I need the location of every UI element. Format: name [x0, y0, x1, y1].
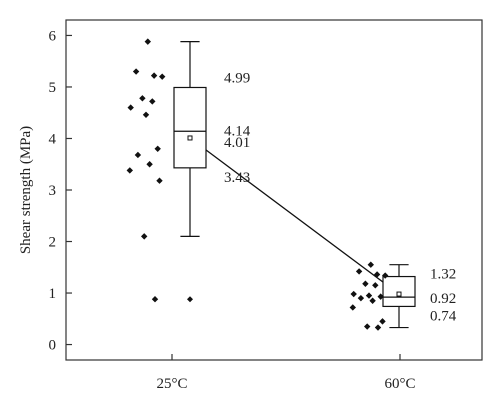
data-point — [365, 292, 373, 299]
plot-frame — [65, 19, 483, 361]
box-value-label: 4.14 — [224, 123, 251, 139]
data-point — [150, 72, 158, 79]
box-group — [382, 264, 416, 329]
box-iqr — [173, 86, 207, 169]
y-tick-label: 5 — [49, 80, 57, 96]
data-point — [369, 297, 376, 304]
data-point — [355, 268, 363, 275]
data-point — [139, 95, 146, 102]
points-layer — [126, 38, 389, 331]
data-point — [132, 68, 140, 75]
outlier-point — [187, 296, 193, 303]
mean-marker — [187, 135, 193, 141]
box-labels-layer: 4.99 4.144.01 3.43 1.32 0.920.74 — [224, 70, 457, 324]
data-point — [364, 323, 371, 330]
data-point — [357, 294, 365, 302]
y-axis: 0 1 2 3 4 5 6 — [49, 28, 72, 354]
data-point — [151, 296, 159, 303]
box-value-label: 0.92 — [430, 291, 456, 307]
data-point — [154, 145, 161, 152]
data-point — [373, 271, 381, 278]
x-category-label: 60°C — [384, 376, 415, 392]
data-point — [377, 293, 384, 300]
box-value-label: 1.32 — [430, 267, 456, 283]
data-point — [350, 290, 357, 298]
y-tick-label: 6 — [49, 28, 57, 44]
data-point — [149, 98, 156, 105]
boxes-layer — [173, 41, 416, 329]
data-point — [367, 261, 374, 268]
y-tick-label: 3 — [49, 183, 57, 199]
data-point — [156, 177, 163, 184]
data-point — [372, 282, 379, 289]
mean-marker — [396, 291, 402, 297]
y-tick-label: 0 — [49, 338, 57, 354]
data-point — [362, 280, 369, 287]
y-tick-label: 4 — [49, 131, 57, 147]
data-point — [141, 233, 148, 240]
data-point — [379, 318, 386, 325]
box-value-label: 3.43 — [224, 170, 250, 186]
data-point — [349, 304, 356, 311]
x-axis: 25°C 60°C — [156, 354, 416, 392]
data-point — [127, 104, 134, 111]
mean-line-layer — [189, 137, 400, 295]
data-point — [146, 161, 153, 168]
box-value-label: 0.74 — [430, 308, 457, 324]
box-value-label: 4.99 — [224, 70, 250, 86]
box-iqr — [382, 275, 416, 308]
data-point — [374, 324, 382, 331]
mean-connector-line — [189, 137, 400, 295]
data-point — [382, 272, 389, 279]
data-point — [126, 167, 133, 174]
data-point — [144, 38, 151, 45]
box-group — [173, 41, 207, 303]
x-category-label: 25°C — [156, 376, 187, 392]
box-value-label: 4.01 — [224, 135, 250, 151]
data-point — [142, 111, 150, 118]
y-axis-label: Shear strength (MPa) — [18, 126, 34, 254]
y-tick-label: 2 — [49, 235, 57, 251]
data-point — [134, 151, 142, 159]
data-point — [159, 73, 166, 80]
y-tick-label: 1 — [49, 286, 57, 302]
